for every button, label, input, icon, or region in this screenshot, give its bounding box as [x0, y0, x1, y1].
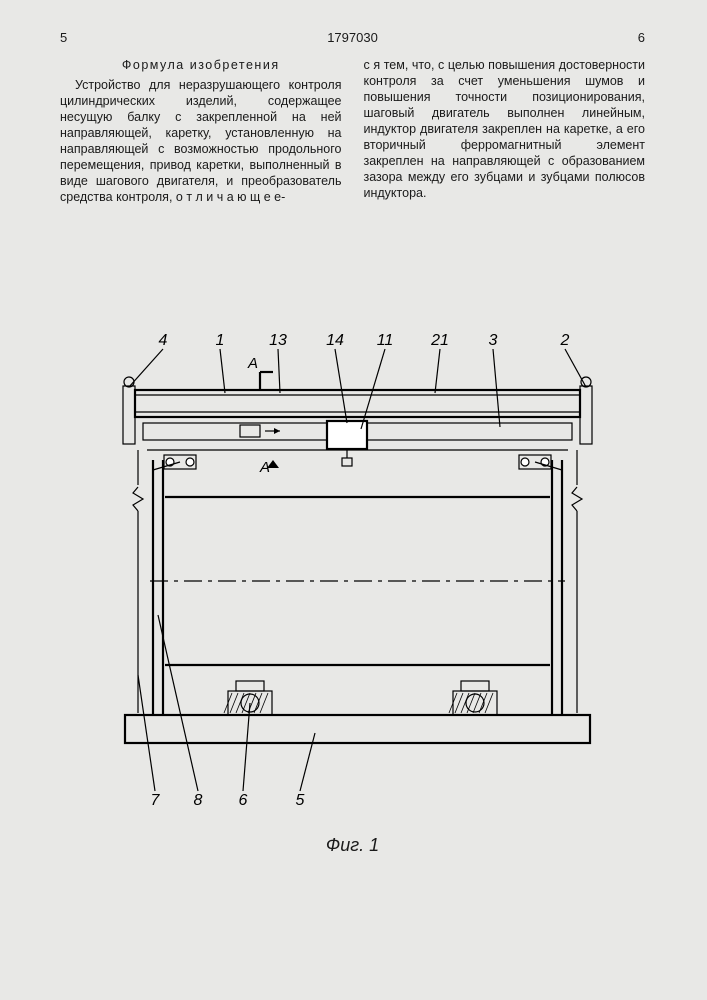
svg-text:7: 7: [151, 792, 161, 809]
page-num-left: 5: [60, 30, 67, 45]
column-left: Формула изобретения Устройство для нераз…: [60, 57, 342, 205]
figure-caption: Фиг. 1: [326, 835, 379, 856]
svg-text:11: 11: [377, 332, 394, 349]
svg-text:2: 2: [560, 332, 570, 349]
page-num-right: 6: [638, 30, 645, 45]
formula-title: Формула изобретения: [60, 57, 342, 73]
col2-text: с я тем, что, с целью повышения достовер…: [364, 57, 646, 201]
patent-number: 1797030: [327, 30, 378, 45]
col1-text: Устройство для неразрушающего контроля ц…: [60, 77, 342, 205]
svg-text:4: 4: [159, 332, 168, 349]
svg-text:13: 13: [269, 332, 287, 349]
svg-text:21: 21: [430, 332, 449, 349]
svg-text:1: 1: [216, 332, 225, 349]
svg-text:8: 8: [194, 792, 203, 809]
figure-1: АА4113141121327865 Фиг. 1: [55, 315, 650, 885]
svg-text:3: 3: [489, 332, 498, 349]
svg-text:6: 6: [239, 792, 248, 809]
svg-text:А: А: [247, 355, 258, 372]
svg-text:5: 5: [296, 792, 305, 809]
column-right: с я тем, что, с целью повышения достовер…: [364, 57, 646, 205]
svg-text:14: 14: [326, 332, 344, 349]
